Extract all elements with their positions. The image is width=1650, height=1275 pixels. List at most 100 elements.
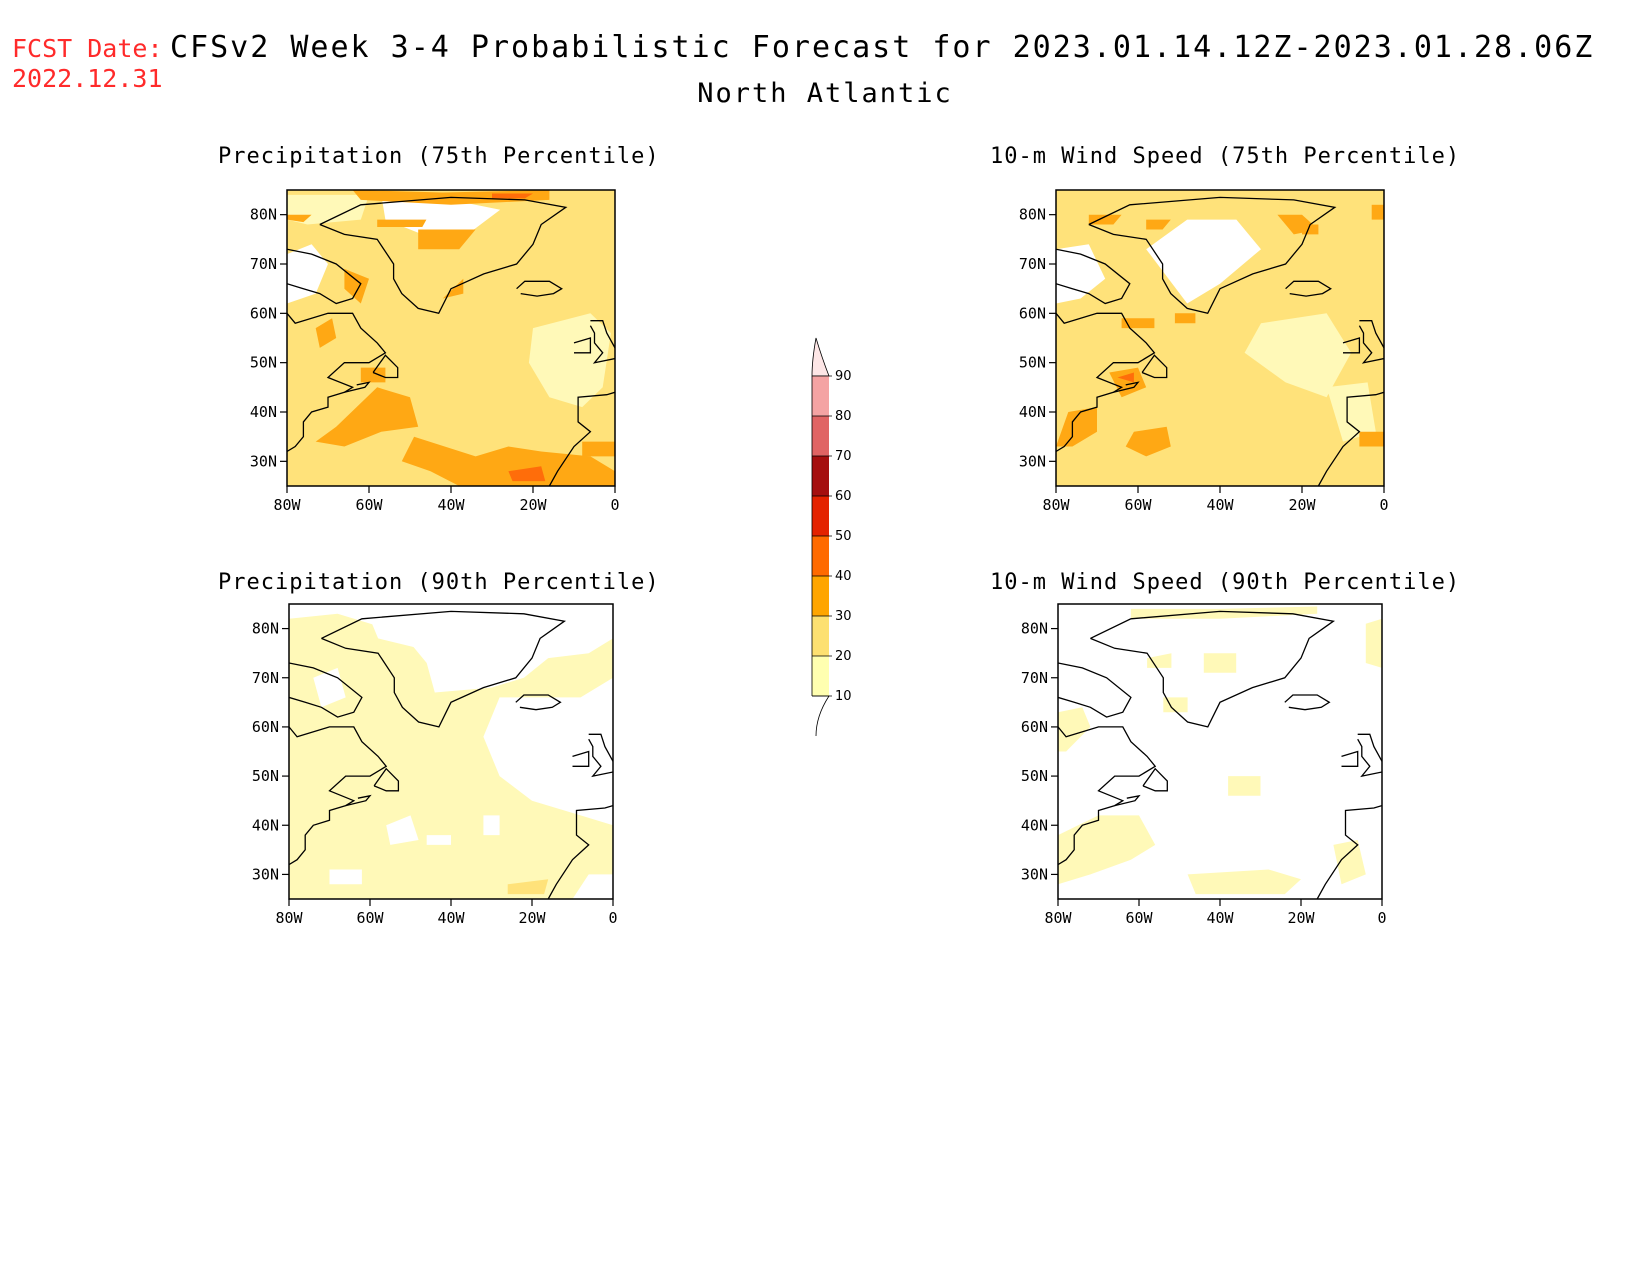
coastlines — [1058, 610, 1382, 899]
coastline — [1090, 610, 1336, 728]
lat-tick-label: 50N — [250, 354, 277, 372]
coastline — [1317, 391, 1384, 486]
coastline — [1056, 248, 1131, 305]
lon-tick-label: 20W — [519, 496, 547, 514]
colorbar-label: 30 — [835, 609, 852, 624]
coastline — [573, 337, 592, 354]
lon-tick-label: 20W — [1288, 496, 1316, 514]
probability-fill — [1058, 604, 1382, 899]
probability-region — [508, 466, 546, 482]
coastline — [1114, 794, 1141, 807]
coastline — [547, 804, 613, 899]
lat-tick-label: 70N — [250, 255, 277, 273]
coastline — [372, 354, 399, 379]
lat-tick-label: 30N — [250, 452, 277, 470]
probability-region — [1333, 840, 1366, 885]
coastline — [1058, 662, 1132, 718]
probability-region — [1058, 707, 1091, 752]
probability-region — [492, 193, 533, 199]
lon-tick-label: 0 — [1377, 909, 1386, 927]
coastline — [516, 280, 563, 297]
lon-tick-label: 60W — [1125, 909, 1153, 927]
probability-region — [507, 879, 549, 895]
colorbar-label: 10 — [835, 689, 852, 704]
lat-tick-label: 60N — [1021, 718, 1048, 736]
lon-tick-label: 40W — [1206, 909, 1234, 927]
probability-region — [1125, 426, 1171, 457]
probability-region — [1244, 313, 1352, 398]
lat-tick-label: 40N — [1021, 816, 1048, 834]
coastline — [373, 767, 400, 792]
colorbar-swatch — [812, 656, 829, 696]
probability-fill — [1056, 190, 1384, 486]
coastline — [344, 381, 371, 393]
probability-region — [1088, 214, 1122, 225]
colorbar-swatch — [812, 576, 829, 616]
coastline — [287, 312, 387, 453]
lat-tick-label: 80N — [250, 206, 277, 224]
lon-tick-label: 20W — [518, 909, 546, 927]
colorbar-label: 20 — [835, 649, 852, 664]
probability-region — [1228, 776, 1261, 796]
probability-region — [483, 815, 500, 836]
coastline — [319, 196, 568, 315]
lat-tick-label: 30N — [252, 865, 279, 883]
fcst-date-value: 2022.12.31 — [12, 64, 163, 93]
map-precip-90: 80N 70N 60N 50N 40N 30N 80W 60W 40W 20W 0 — [252, 603, 618, 927]
coastline — [1316, 804, 1382, 899]
colorbar-swatch — [812, 616, 829, 656]
coastline — [289, 726, 388, 866]
coastline — [1088, 196, 1337, 315]
colorbar-label: 60 — [835, 489, 852, 504]
panel-title-precip-75: Precipitation (75th Percentile) — [218, 144, 660, 169]
probability-region — [1058, 815, 1156, 885]
lat-tick-label: 80N — [1019, 206, 1046, 224]
probability-region — [582, 441, 615, 457]
coastlines — [287, 196, 615, 486]
colorbar-label: 80 — [835, 409, 852, 424]
map-wind-90: 80N 70N 60N 50N 40N 30N 80W 60W 40W 20W 0 — [1021, 603, 1387, 927]
lon-tick-label: 80W — [1042, 496, 1070, 514]
colorbar-swatch — [812, 376, 829, 416]
probability-region — [426, 835, 451, 845]
probability-region — [1146, 219, 1171, 230]
coastlines — [1056, 196, 1384, 486]
colorbar-bottom-cap — [812, 695, 830, 737]
map-wind-75: 80N 70N 60N 50N 40N 30N 80W 60W 40W 20W 0 — [1019, 189, 1389, 514]
probability-region — [1174, 313, 1196, 324]
probability-region — [1146, 219, 1261, 304]
lon-tick-label: 80W — [1044, 909, 1072, 927]
lat-tick-label: 30N — [1021, 865, 1048, 883]
coastline — [515, 694, 562, 711]
probability-region — [1117, 372, 1134, 383]
probability-fill — [287, 190, 615, 486]
lat-tick-label: 40N — [252, 816, 279, 834]
probability-region — [377, 219, 427, 227]
lon-tick-label: 0 — [608, 909, 617, 927]
probability-region — [528, 313, 611, 408]
coastline — [289, 662, 363, 718]
colorbar-top-cap — [811, 337, 830, 377]
probability-region — [1056, 190, 1384, 486]
colorbar-swatch — [812, 496, 829, 536]
probability-region — [1371, 204, 1384, 220]
coastline — [1142, 767, 1168, 792]
probability-region — [1302, 224, 1319, 235]
forecast-date-label: FCST Date: 2022.12.31 — [12, 34, 163, 94]
probability-region — [1187, 869, 1301, 895]
coastline — [287, 248, 362, 305]
coastline — [1141, 354, 1168, 379]
probability-fill — [289, 604, 613, 899]
lat-tick-label: 50N — [252, 767, 279, 785]
lon-tick-label: 40W — [437, 496, 465, 514]
coastline — [1113, 381, 1140, 393]
fcst-date-caption: FCST Date: — [12, 34, 163, 63]
probability-region — [418, 229, 476, 250]
map-precip-75: 80N 70N 60N 50N 40N 30N 80W 60W 40W 20W 0 — [250, 189, 620, 514]
probability-region — [360, 367, 386, 383]
coastline — [1357, 733, 1382, 778]
probability-region — [1130, 606, 1318, 619]
probability-region — [370, 613, 500, 649]
probability-region — [1121, 318, 1155, 329]
